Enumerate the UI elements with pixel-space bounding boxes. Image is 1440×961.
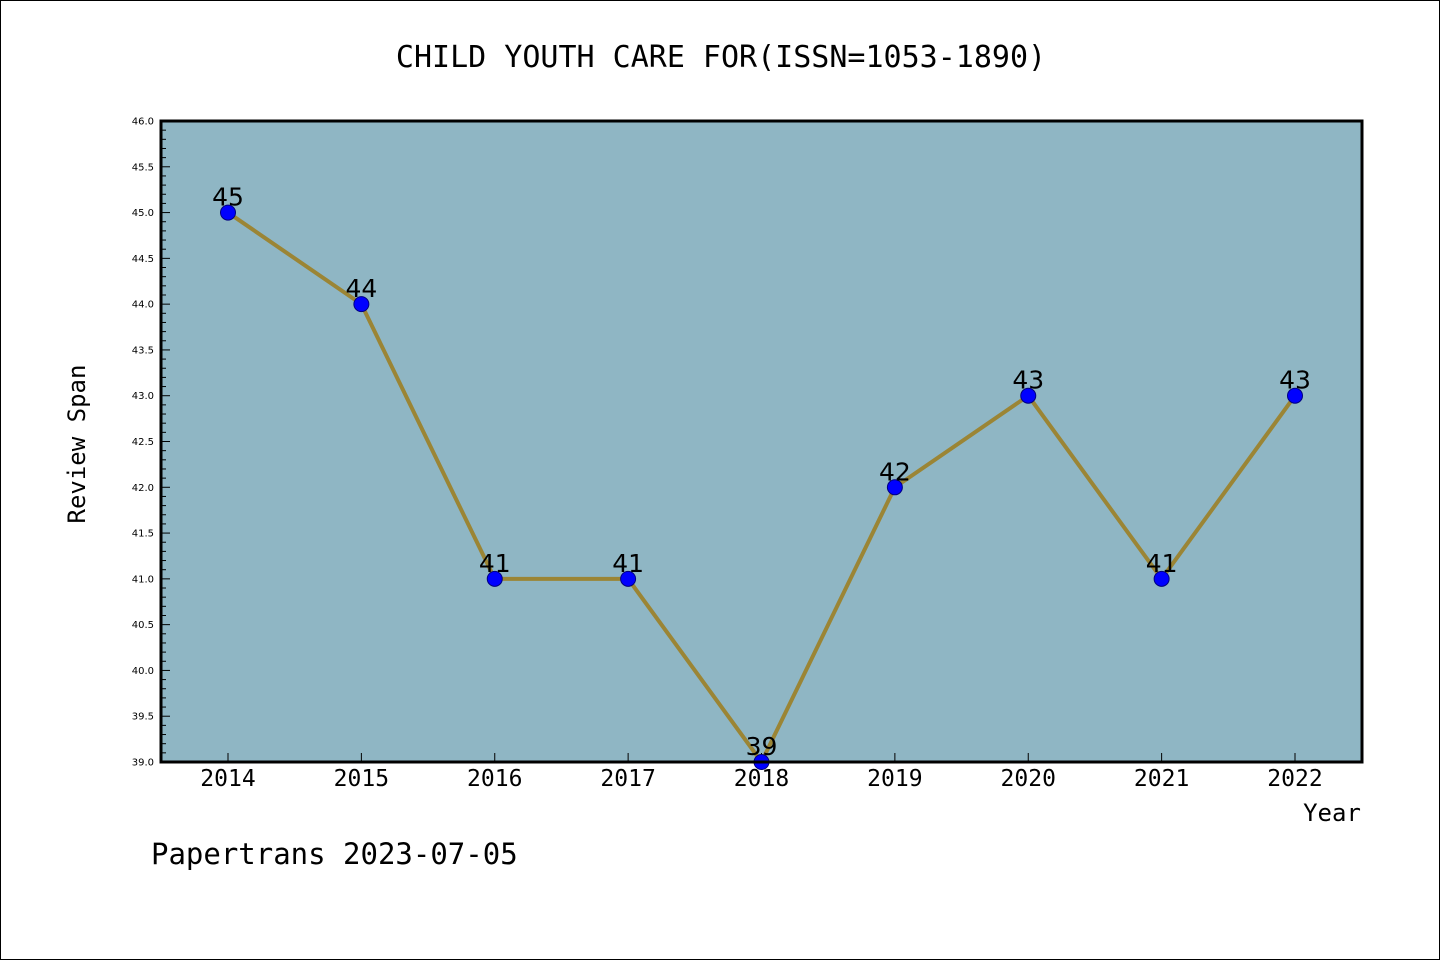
chart-title: CHILD YOUTH CARE FOR(ISSN=1053-1890) bbox=[396, 40, 1046, 75]
data-point bbox=[1153, 570, 1170, 587]
x-tick-label: 2018 bbox=[734, 766, 789, 792]
y-tick-label: 44.5 bbox=[132, 254, 154, 265]
data-point bbox=[1287, 387, 1303, 404]
y-tick-label: 46.0 bbox=[132, 117, 154, 128]
x-tick-label: 2019 bbox=[867, 766, 922, 792]
data-label: 43 bbox=[1279, 366, 1311, 395]
data-point bbox=[886, 479, 903, 496]
x-tick-label: 2016 bbox=[467, 766, 522, 792]
data-label: 44 bbox=[345, 274, 377, 303]
y-axis-label: Review Span bbox=[63, 365, 91, 524]
data-point bbox=[1020, 387, 1037, 404]
data-point bbox=[620, 570, 637, 587]
y-tick-label: 39.0 bbox=[132, 758, 154, 769]
data-label: 41 bbox=[479, 549, 511, 578]
data-label: 41 bbox=[612, 549, 644, 578]
y-axis: 39.0 39.5 40.0 40.5 41.0 41.5 42.0 42.5 43.0 43.5… bbox=[132, 117, 170, 769]
y-tick-label: 42.0 bbox=[132, 483, 154, 494]
y-tick-label: 41.0 bbox=[132, 574, 154, 585]
y-tick-label: 42.5 bbox=[132, 437, 154, 448]
x-axis: 2014 2015 2016 2017 2018 2019 2020 2021 2022 bbox=[200, 753, 1323, 792]
y-tick-label: 40.0 bbox=[132, 666, 154, 677]
y-tick-label: 45.5 bbox=[132, 162, 154, 173]
x-tick-label: 2015 bbox=[334, 766, 389, 792]
data-label: 43 bbox=[1012, 366, 1044, 395]
data-point bbox=[353, 296, 370, 313]
data-label: 41 bbox=[1146, 549, 1178, 578]
footer-note: Papertrans 2023-07-05 bbox=[151, 837, 518, 871]
x-axis-label: Year bbox=[1303, 799, 1361, 827]
x-tick-label: 2021 bbox=[1134, 766, 1189, 792]
x-tick-label: 2020 bbox=[1001, 766, 1056, 792]
data-point bbox=[486, 570, 503, 587]
data-label: 45 bbox=[212, 183, 244, 212]
x-tick-label: 2014 bbox=[200, 766, 255, 792]
plot-area bbox=[161, 121, 1362, 762]
data-label: 39 bbox=[746, 732, 778, 761]
y-tick-label: 40.5 bbox=[132, 620, 154, 631]
y-tick-label: 45.0 bbox=[132, 208, 154, 219]
x-tick-label: 2017 bbox=[600, 766, 655, 792]
data-label: 42 bbox=[879, 457, 911, 486]
plot-frame bbox=[159, 119, 1364, 764]
x-tick-label: 2022 bbox=[1267, 766, 1322, 792]
y-tick-label: 43.0 bbox=[132, 391, 154, 402]
y-tick-label: 39.5 bbox=[132, 712, 154, 723]
y-tick-label: 41.5 bbox=[132, 529, 154, 540]
y-tick-label: 44.0 bbox=[132, 300, 154, 311]
y-tick-label: 43.5 bbox=[132, 345, 154, 356]
data-point bbox=[220, 204, 236, 221]
